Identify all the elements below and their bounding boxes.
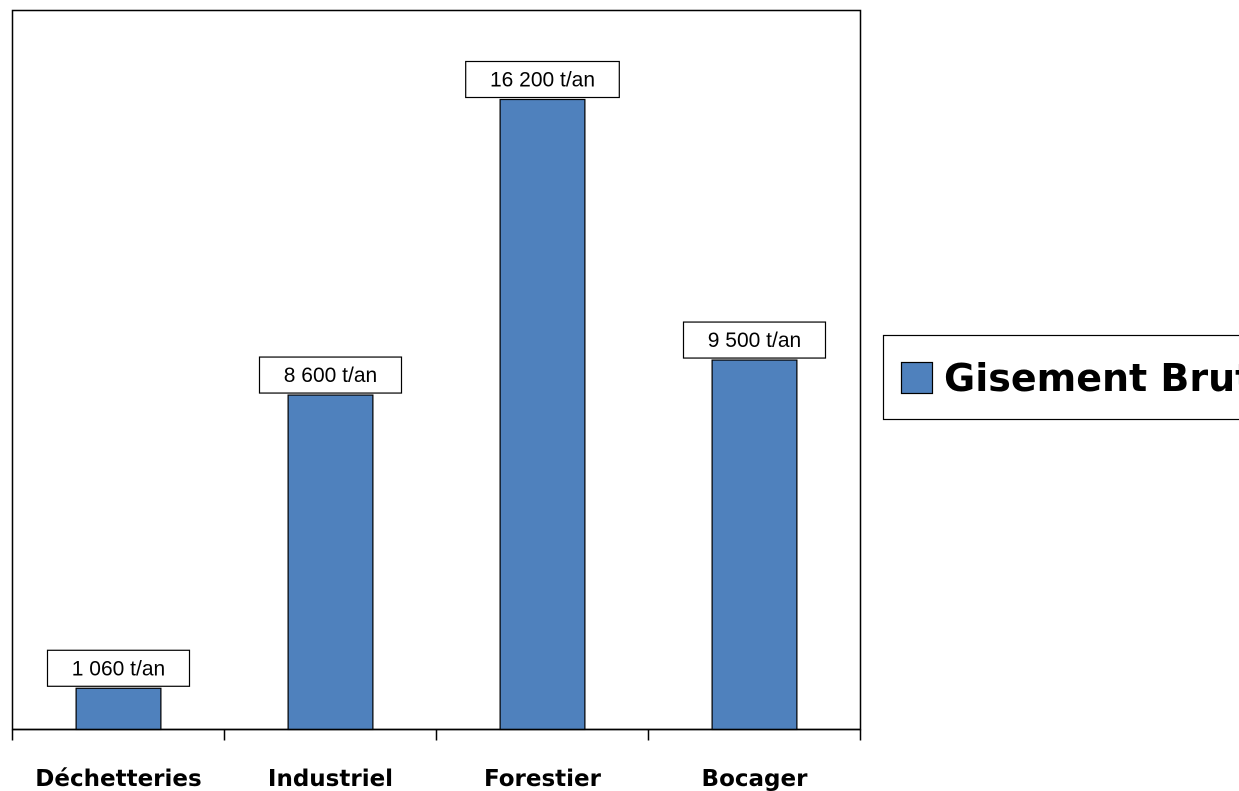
legend: Gisement Brut: [882, 334, 1239, 421]
data-label-text: 1 060 t/an: [72, 657, 165, 680]
legend-swatch-gisement-brut: [900, 361, 934, 395]
data-label-box: [682, 321, 827, 359]
legend-frame: [882, 334, 1239, 421]
category-labels-group: Déchetteries Industriel Forestier Bocager: [35, 766, 808, 791]
bar-dechetteries: [75, 687, 162, 731]
data-label-box: [465, 60, 620, 99]
data-label-box: [46, 649, 191, 687]
category-label-dechetteries: Déchetteries: [35, 766, 201, 791]
bar-bocager: [711, 359, 798, 731]
data-label-industriel: 8 600 t/an: [258, 356, 403, 394]
bar-industriel: [287, 394, 374, 731]
x-axis: [11, 728, 862, 741]
data-label-box: [258, 356, 403, 394]
data-labels-group: 1 060 t/an 8 600 t/an 16 200 t/an 9 500 t/a…: [46, 60, 827, 687]
data-label-forestier: 16 200 t/an: [465, 60, 620, 99]
data-label-dechetteries: 1 060 t/an: [46, 649, 191, 687]
category-label-forestier: Forestier: [484, 766, 602, 791]
category-label-industriel: Industriel: [268, 766, 393, 791]
category-label-bocager: Bocager: [702, 766, 809, 791]
legend-label-gisement-brut: Gisement Brut: [944, 356, 1239, 400]
data-label-text: 9 500 t/an: [708, 329, 801, 352]
bar-forestier: [499, 98, 586, 731]
data-label-text: 16 200 t/an: [490, 69, 595, 92]
data-label-bocager: 9 500 t/an: [682, 321, 827, 359]
bars-group: [75, 98, 798, 731]
data-label-text: 8 600 t/an: [284, 364, 377, 387]
